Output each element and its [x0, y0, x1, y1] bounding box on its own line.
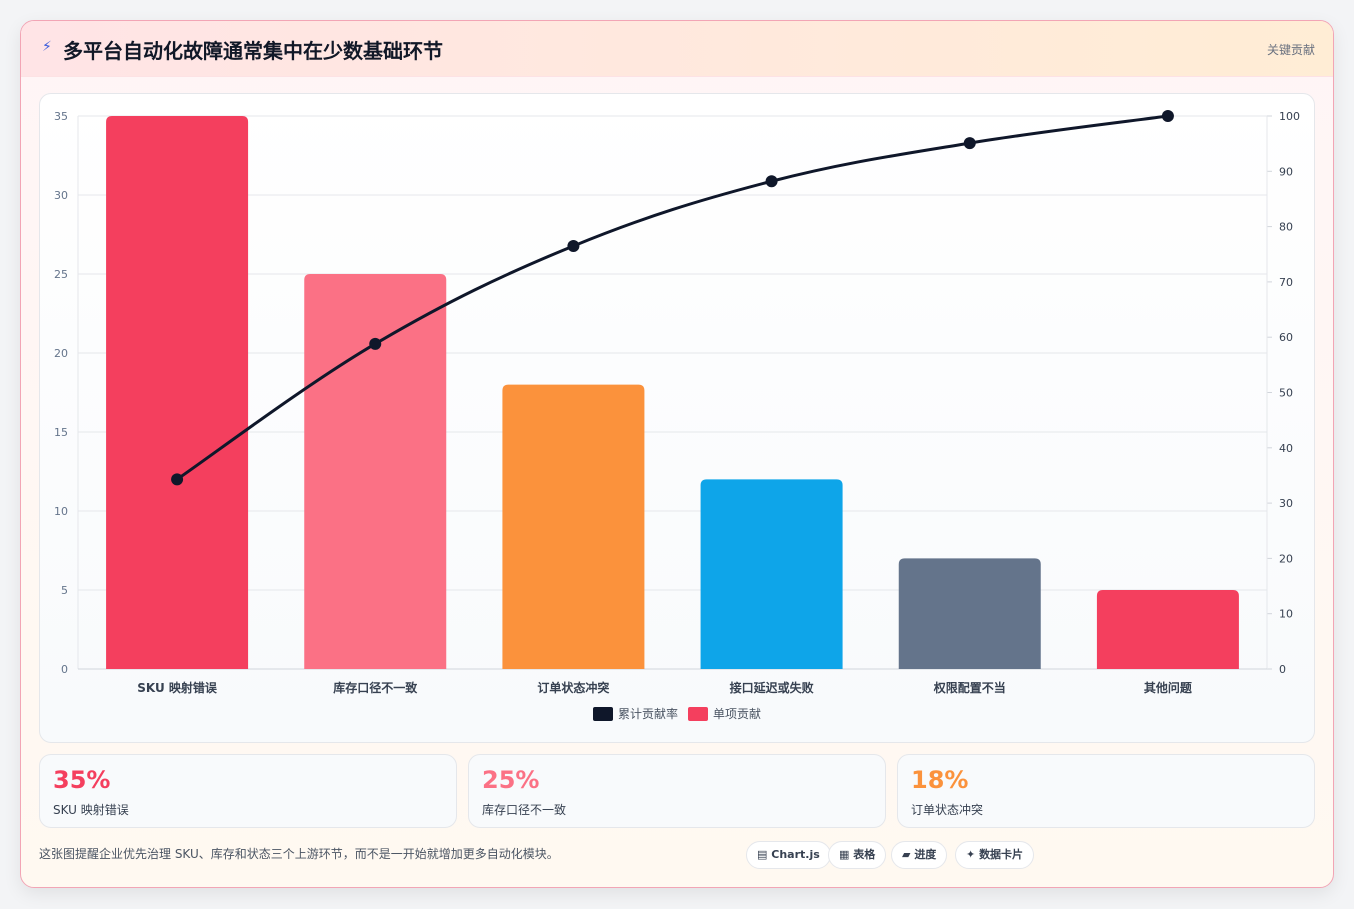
tag-label: Chart.js: [771, 848, 820, 861]
y2-tick-label: 30: [1279, 497, 1293, 510]
y2-tick-label: 90: [1279, 165, 1293, 178]
y2-tick-label: 80: [1279, 221, 1293, 234]
bar: [502, 384, 645, 669]
bar: [304, 274, 447, 669]
cumulative-line: [176, 114, 1169, 481]
line-point: [1161, 110, 1174, 122]
footer-note: 这张图提醒企业优先治理 SKU、库存和状态三个上游环节，而不是一开始就增加更多自…: [39, 847, 559, 861]
y-tick-label: 30: [54, 189, 68, 202]
progress-icon: ▰: [902, 848, 911, 861]
y2-tick-label: 20: [1279, 552, 1293, 565]
tag-table[interactable]: ▦ 表格: [828, 841, 887, 869]
y2-tick-label: 60: [1279, 331, 1293, 344]
kpi-card-2: 18% 订单状态冲突: [897, 754, 1315, 828]
legend-label: 累计贡献率: [618, 706, 678, 721]
kpi-label: SKU 映射错误: [53, 803, 129, 817]
kpi-card-0: 35% SKU 映射错误: [39, 754, 457, 828]
y2-tick-label: 100: [1279, 110, 1300, 123]
pareto-chart: 0 5 10 15 20 25 30 35 0 10 20 30 40 50 60 70 80 90 100 SKU …: [54, 110, 1300, 721]
x-tick-label: 权限配置不当: [933, 680, 1006, 695]
tag-label: 进度: [914, 848, 937, 861]
line-point: [369, 337, 382, 350]
x-tick-label: 接口延迟或失败: [730, 680, 814, 695]
tag-progress[interactable]: ▰ 进度: [891, 841, 948, 869]
bar: [700, 479, 843, 669]
table-icon: ▦: [839, 848, 850, 861]
chart-panel: 0 5 10 15 20 25 30 35 0 10 20 30 40 50 60 70 80 90 100 SKU …: [39, 93, 1315, 743]
tag-label: 表格: [853, 848, 876, 861]
page-title: 多平台自动化故障通常集中在少数基础环节: [63, 39, 443, 63]
kpi-value: 25%: [482, 766, 540, 794]
y-tick-label: 20: [54, 347, 68, 360]
legend-swatch: [593, 707, 613, 721]
x-tick-label: 订单状态冲突: [537, 680, 609, 695]
y-tick-label: 0: [61, 663, 68, 676]
kpi-value: 35%: [53, 766, 111, 794]
y-tick-label: 5: [61, 584, 68, 597]
y2-tick-label: 70: [1279, 276, 1293, 289]
x-tick-label: 其他问题: [1144, 680, 1193, 695]
kpi-label: 订单状态冲突: [911, 803, 984, 817]
chart-icon: ▤: [757, 848, 768, 861]
kpi-card-1: 25% 库存口径不一致: [468, 754, 886, 828]
bar: [1096, 590, 1239, 669]
tag-data-card[interactable]: ✦ 数据卡片: [955, 841, 1035, 869]
line-point: [963, 137, 976, 150]
line-point: [567, 239, 580, 252]
y-tick-label: 10: [54, 505, 68, 518]
line-point: [765, 175, 778, 188]
chart-card: ⚡ 多平台自动化故障通常集中在少数基础环节 关键贡献 0 5 10 15 20 25 30 3…: [20, 20, 1334, 888]
y-tick-label: 25: [54, 268, 68, 281]
y2-tick-label: 10: [1279, 608, 1293, 621]
tag-label: 数据卡片: [979, 848, 1024, 861]
x-tick-label: SKU 映射错误: [137, 680, 218, 695]
line-point: [171, 473, 184, 486]
tag-chartjs[interactable]: ▤ Chart.js: [746, 841, 831, 869]
card-header: ⚡ 多平台自动化故障通常集中在少数基础环节 关键贡献: [21, 21, 1333, 77]
kpi-label: 库存口径不一致: [482, 803, 567, 817]
key-contribution-badge: 关键贡献: [1266, 43, 1315, 57]
y2-tick-label: 40: [1279, 442, 1293, 455]
lightning-icon: ⚡: [42, 39, 52, 55]
legend-swatch: [688, 707, 708, 721]
card-icon: ✦: [966, 848, 976, 861]
x-tick-label: 库存口径不一致: [333, 680, 418, 695]
y-tick-label: 15: [54, 426, 68, 439]
bar: [898, 558, 1041, 669]
legend-label: 单项贡献: [713, 706, 761, 721]
kpi-value: 18%: [911, 766, 969, 794]
y2-tick-label: 50: [1279, 387, 1293, 400]
y2-tick-label: 0: [1279, 663, 1286, 676]
y-tick-label: 35: [54, 110, 68, 123]
bar: [106, 116, 249, 669]
